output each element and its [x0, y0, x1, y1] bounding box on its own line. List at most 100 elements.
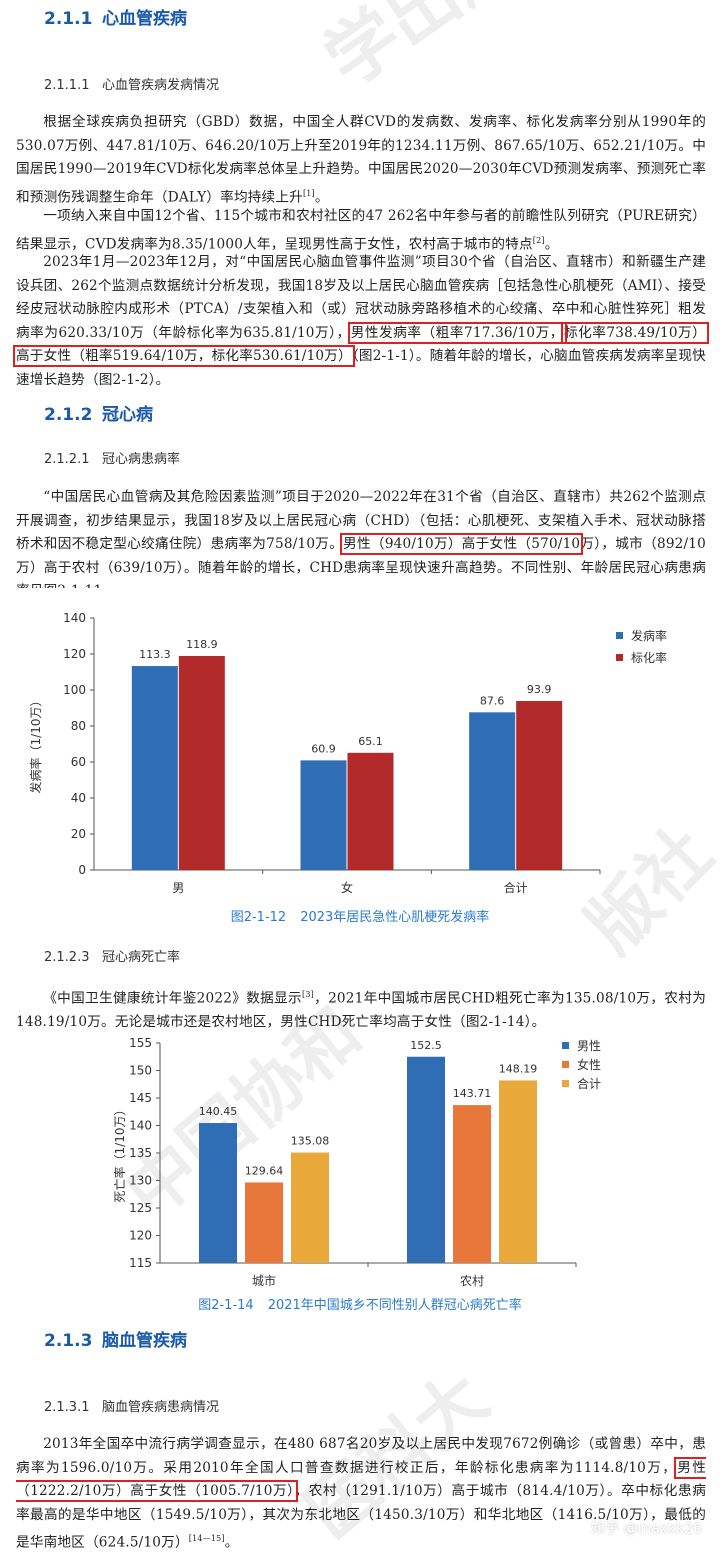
paragraph-text: 万），城市（892/10万）高于农村（639/10万）。随着年龄的增长，CHD患… [16, 536, 706, 588]
paragraph-text: 根据全球疾病负担研究（GBD）数据，中国全人群CVD的发病数、发病率、标化发病率… [16, 114, 706, 206]
section-title: 脑血管疾病 [102, 1331, 187, 1351]
legend-item: 合计 [562, 1072, 601, 1094]
paragraph-monitoring-2023: 2023年1月—2023年12月，对“中国居民心脑血管事件监测”项目30个省（自… [13, 251, 709, 392]
citation: [14—15] [188, 1534, 225, 1543]
x-tick-label: 农村 [460, 1274, 484, 1288]
y-tick-label: 155 [129, 1036, 152, 1050]
citation: [2] [532, 235, 545, 245]
paragraph-text: 《中国卫生健康统计年鉴2022》数据显示 [43, 990, 303, 1007]
chart2-legend: 男性 女性 合计 [562, 1034, 601, 1094]
bar [499, 1080, 537, 1263]
section-number: 2.1.3.1 [44, 1400, 90, 1415]
data-label: 113.3 [139, 648, 171, 661]
paragraph-text: ，2021年中国城市居民CHD粗死亡率为135.08/10万，农村为148.19… [16, 990, 706, 1031]
citation: [1] [302, 188, 315, 198]
x-tick-label: 城市 [252, 1273, 276, 1288]
y-tick-label: 60 [71, 755, 86, 769]
highlight-box: 男性发病率（粗率717.36/10万， [347, 321, 567, 344]
bar [407, 1056, 445, 1263]
data-label: 65.1 [358, 735, 383, 748]
data-label: 143.71 [453, 1087, 492, 1100]
section-title: 心血管疾病发病情况 [102, 78, 220, 93]
legend-swatch [562, 1041, 569, 1049]
data-label: 60.9 [311, 742, 336, 755]
section-number: 2.1.2.1 [44, 452, 90, 467]
x-tick-label: 合计 [504, 880, 528, 895]
section-title: 冠心病死亡率 [102, 950, 181, 965]
figure-number: 图2-1-14 [198, 1298, 254, 1313]
paragraph-text: （图2-1-1）。随着年龄的增长，心脑血管疾病发病率呈现快速增长趋势（图2-1-… [16, 348, 706, 388]
chart-chd-mortality: 115 120 125 130 135 140 145 150 155 死亡率（1/10万） 140… [112, 1036, 577, 1288]
figure-title: 2021年中国城乡不同性别人群冠心病死亡率 [267, 1298, 522, 1313]
paragraph-chd-prevalence: “中国居民心血管病及其危险因素监测”项目于2020—2022年在31个省（自治区… [16, 486, 706, 588]
legend-label: 男性 [577, 1038, 602, 1053]
chart1-legend: 发病率 标化率 [616, 624, 667, 668]
y-tick-label: 115 [129, 1256, 152, 1270]
y-tick-label: 120 [63, 647, 86, 661]
data-label: 118.9 [186, 638, 218, 651]
paragraph-text: 。 [224, 1534, 239, 1551]
x-tick-label: 男 [172, 881, 184, 895]
y-tick-label: 100 [63, 683, 86, 697]
bar [245, 1182, 283, 1263]
paragraph-chd-mortality: 《中国卫生健康统计年鉴2022》数据显示[3]，2021年中国城市居民CHD粗死… [16, 983, 706, 1035]
paragraph-text: 。 [314, 189, 329, 206]
y-tick-label: 140 [63, 611, 86, 625]
bar [347, 752, 394, 870]
paragraph-text: ，农村（1291.1/10万）高于城市（814.4/10万）。卒中标化患病率最高… [16, 1483, 706, 1551]
legend-item: 标化率 [616, 646, 667, 668]
section-number: 2.1.1 [44, 9, 93, 29]
paragraph-text: 2023年1月—2023年12月，对“中国居民心脑血管事件监测”项目30个省（自… [16, 254, 706, 341]
section-title: 冠心病 [102, 405, 153, 425]
paragraph-text: 。 [544, 236, 559, 253]
chart-ami-incidence: 0 20 40 60 80 100 120 140 发病率（1/10万） 113.3 118.9 男 6… [28, 611, 601, 895]
data-label: 129.64 [245, 1164, 284, 1177]
section-title: 心血管疾病 [102, 9, 187, 29]
section-heading-2-1-2: 2.1.2 冠心病 [44, 400, 153, 425]
paragraph-cvd-gbd: 根据全球疾病负担研究（GBD）数据，中国全人群CVD的发病数、发病率、标化发病率… [16, 111, 706, 210]
source-watermark: 知乎 @maxkk26 [591, 1521, 702, 1537]
data-label: 148.19 [499, 1062, 538, 1075]
section-heading-2-1-1: 2.1.1 心血管疾病 [44, 4, 187, 29]
section-number: 2.1.1.1 [44, 78, 90, 93]
data-label: 135.08 [291, 1135, 330, 1148]
legend-swatch [562, 1079, 569, 1087]
paragraph-stroke-prevalence: 2013年全国卒中流行病学调查显示，在480 687名20岁及以上居民中发现76… [16, 1433, 706, 1551]
y-tick-label: 135 [129, 1146, 152, 1160]
bar [131, 666, 178, 870]
legend-label: 标化率 [631, 650, 668, 665]
y-tick-label: 80 [71, 719, 86, 733]
bar [469, 712, 516, 870]
y-tick-label: 20 [71, 827, 86, 841]
bar [291, 1152, 329, 1263]
legend-label: 合计 [577, 1076, 602, 1091]
bar [300, 760, 347, 870]
watermark-text: 学出版 [309, 0, 535, 103]
figure-caption: 图2-1-12 2023年居民急性心肌梗死发病率 [0, 906, 720, 925]
section-number: 2.1.2.3 [44, 950, 90, 965]
section-title: 脑血管疾病患病情况 [102, 1400, 220, 1415]
legend-swatch [562, 1060, 569, 1068]
highlight-box: 男性（940/10万）高于女性（570/10 [340, 533, 584, 555]
subsection-heading-2-1-3-1: 2.1.3.1 脑血管疾病患病情况 [44, 1396, 219, 1415]
section-title: 冠心病患病率 [102, 452, 181, 467]
legend-item: 发病率 [616, 624, 667, 646]
bar [453, 1105, 491, 1263]
legend-label: 女性 [577, 1057, 602, 1072]
x-tick-label: 女 [341, 880, 353, 895]
highlight-box: 标化率738.49/10万）高于女性（粗率519.64/10万，标化率530.6… [13, 321, 709, 367]
y-tick-label: 0 [78, 863, 86, 877]
y-axis-label: 死亡率（1/10万） [112, 1104, 127, 1203]
data-label: 93.9 [527, 683, 552, 696]
y-tick-label: 150 [129, 1064, 152, 1078]
section-number: 2.1.2 [44, 405, 93, 425]
bar [178, 655, 225, 870]
legend-label: 发病率 [631, 628, 668, 643]
y-tick-label: 40 [71, 791, 86, 805]
paragraph-text: 2013年全国卒中流行病学调查显示，在480 687名20岁及以上居民中发现76… [16, 1436, 706, 1476]
legend-swatch [616, 631, 623, 639]
section-number: 2.1.3 [44, 1331, 93, 1351]
subsection-heading-2-1-2-1: 2.1.2.1 冠心病患病率 [44, 448, 180, 467]
citation: [3] [302, 990, 314, 999]
y-tick-label: 130 [129, 1174, 152, 1188]
